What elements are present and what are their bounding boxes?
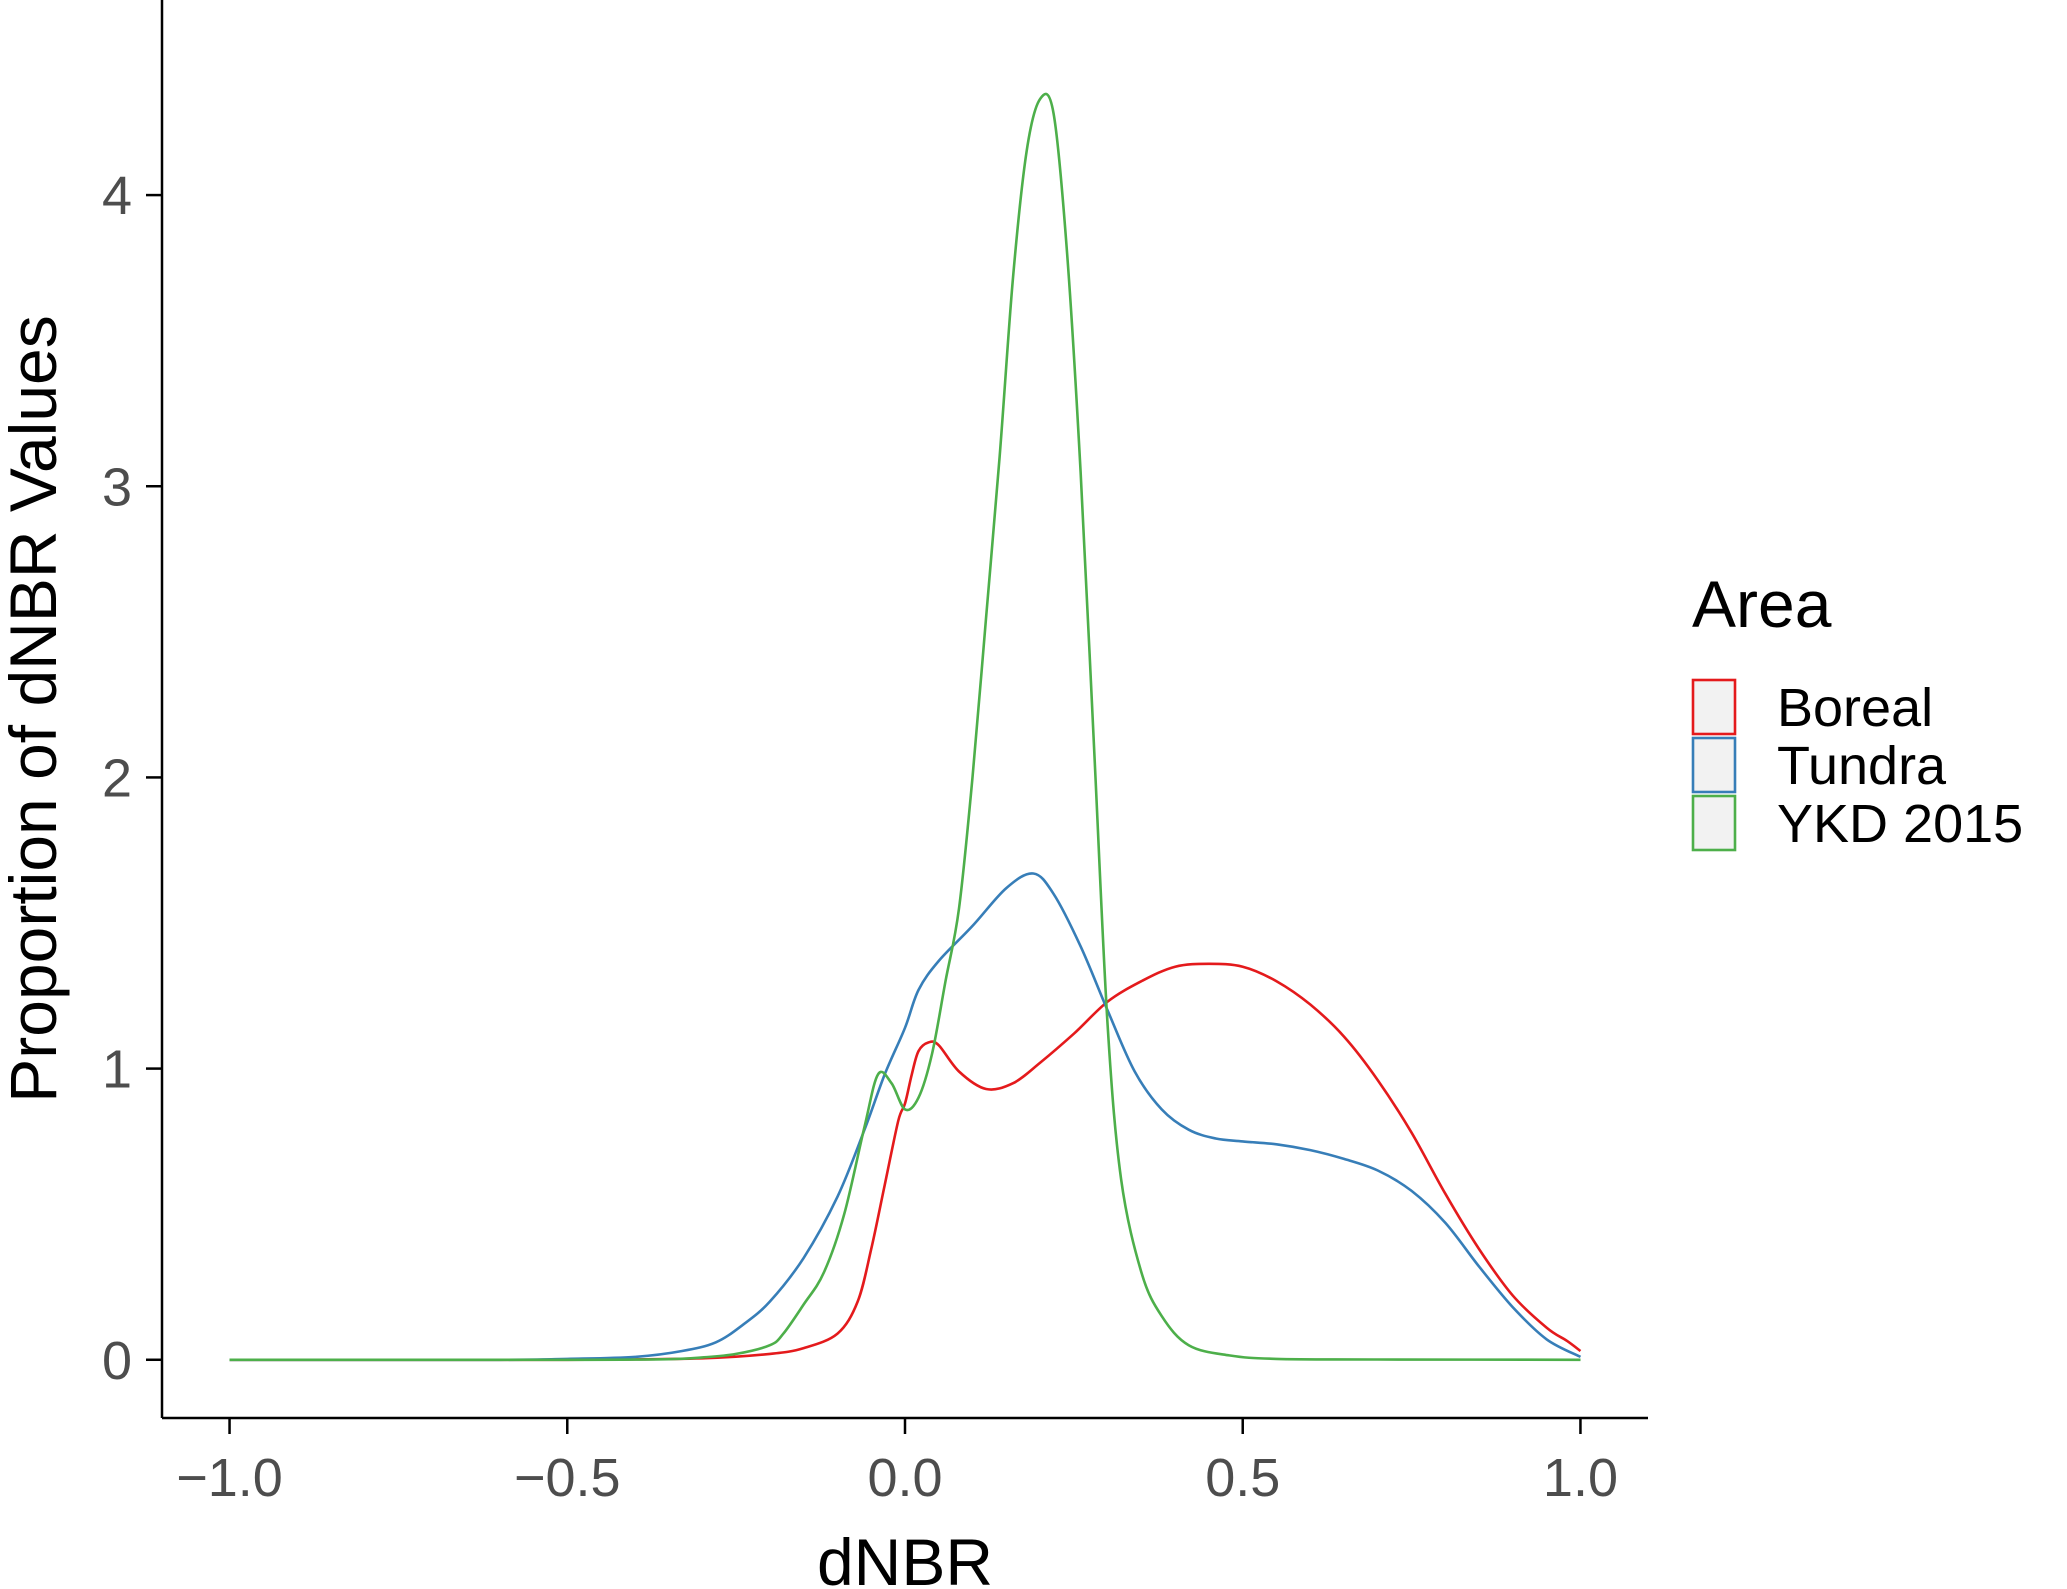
legend-key — [1691, 678, 1737, 736]
y-tick-label: 0 — [102, 1331, 132, 1391]
x-tick-label: −1.0 — [176, 1448, 283, 1508]
y-tick-label: 2 — [102, 748, 132, 808]
y-tick-label: 1 — [102, 1040, 132, 1100]
x-ticks: −1.0 −0.5 0.0 0.5 1.0 — [176, 1418, 1618, 1508]
series-line-boreal — [229, 962, 1582, 1362]
series-line-ykd-2015 — [229, 92, 1581, 1362]
legend-label: YKD 2015 — [1777, 794, 2023, 854]
y-tick-label: 3 — [102, 457, 132, 517]
series-line-tundra — [229, 872, 1582, 1362]
x-tick-label: 1.0 — [1543, 1448, 1618, 1508]
legend-key — [1691, 794, 1737, 852]
x-axis-title: dNBR — [817, 1525, 993, 1589]
series-lines — [229, 92, 1582, 1362]
y-tick-label: 4 — [102, 166, 132, 226]
axes — [160, 0, 1648, 1420]
x-tick-label: 0.0 — [867, 1448, 942, 1508]
legend-key — [1691, 736, 1737, 794]
x-tick-label: 0.5 — [1205, 1448, 1280, 1508]
y-ticks: 0 1 2 3 4 — [102, 166, 162, 1391]
x-tick-label: −0.5 — [514, 1448, 621, 1508]
y-axis-title: Proportion of dNBR Values — [0, 315, 70, 1103]
legend-label: Tundra — [1777, 736, 1947, 796]
legend-title: Area — [1692, 567, 1832, 641]
legend-label: Boreal — [1777, 678, 1933, 738]
